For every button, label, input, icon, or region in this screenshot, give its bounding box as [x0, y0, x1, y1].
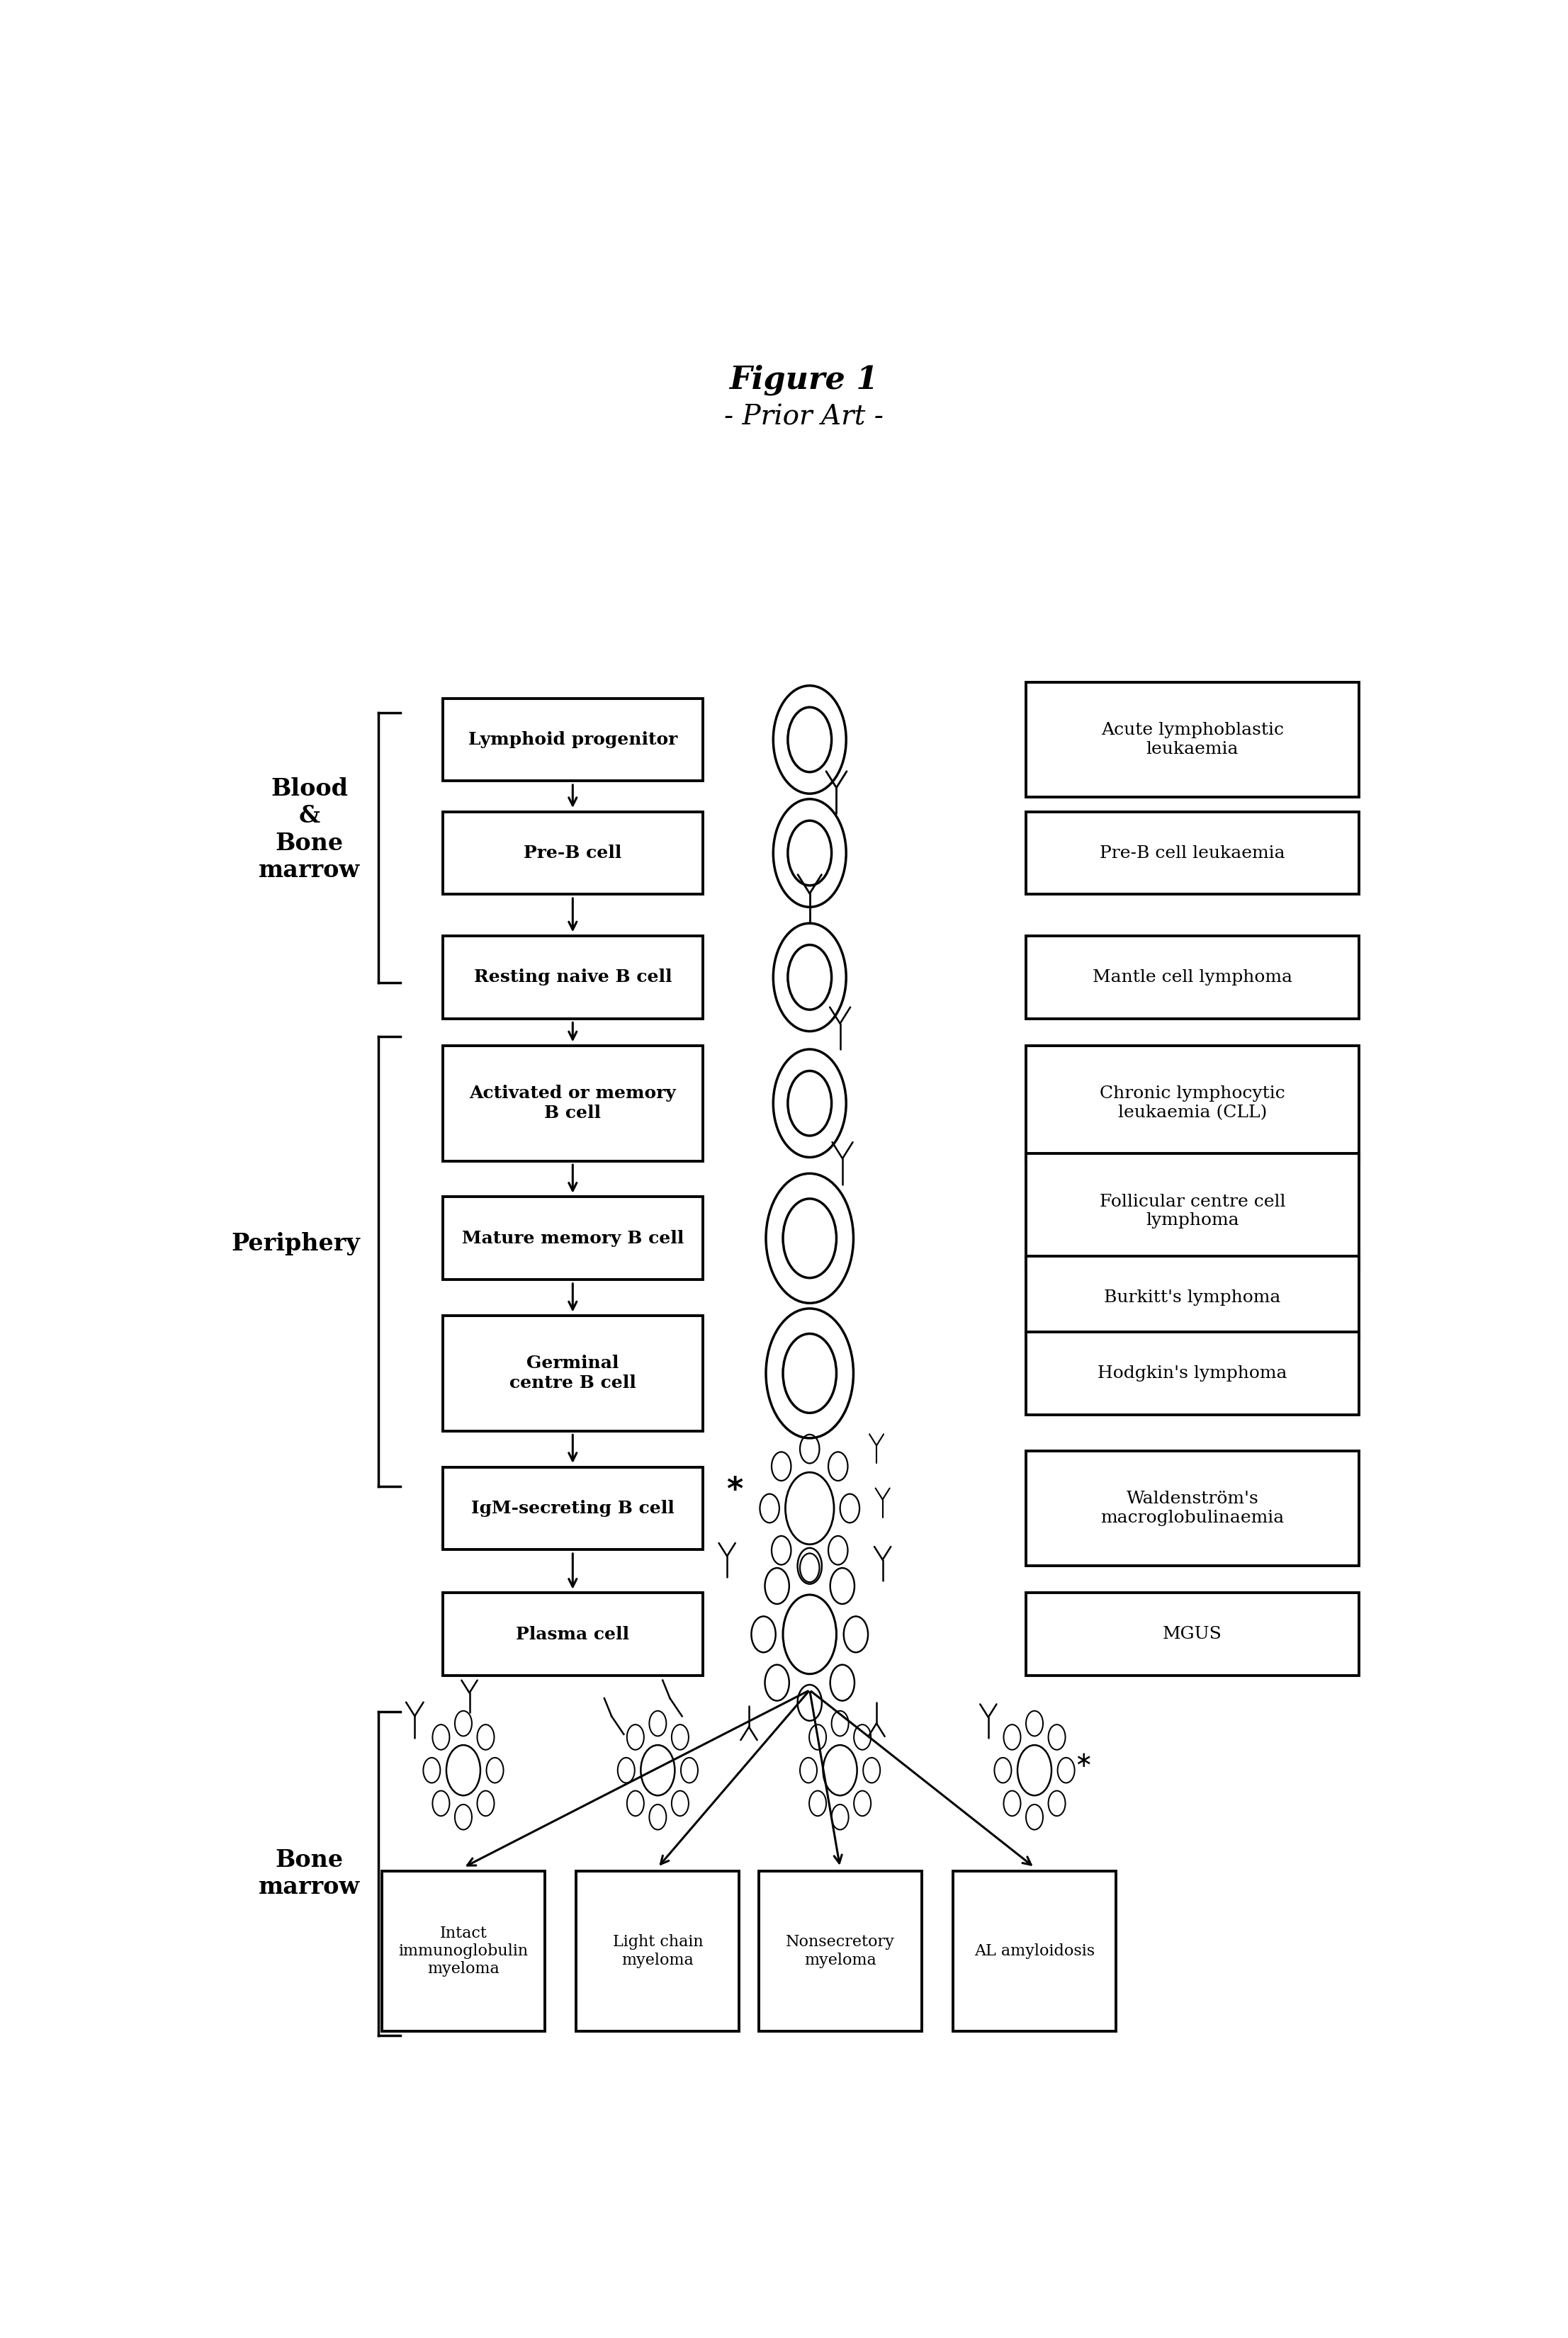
Text: Activated or memory
B cell: Activated or memory B cell: [469, 1085, 676, 1122]
FancyBboxPatch shape: [383, 1870, 544, 2032]
Text: Germinal
centre B cell: Germinal centre B cell: [510, 1356, 637, 1391]
Text: Lymphoid progenitor: Lymphoid progenitor: [469, 732, 677, 748]
Text: Mature memory B cell: Mature memory B cell: [461, 1230, 684, 1246]
Text: Periphery: Periphery: [230, 1232, 361, 1256]
Text: IgM-secreting B cell: IgM-secreting B cell: [470, 1501, 674, 1517]
FancyBboxPatch shape: [442, 1466, 702, 1550]
FancyBboxPatch shape: [1025, 1333, 1359, 1414]
FancyBboxPatch shape: [953, 1870, 1116, 2032]
FancyBboxPatch shape: [442, 935, 702, 1019]
FancyBboxPatch shape: [1025, 811, 1359, 895]
FancyBboxPatch shape: [442, 699, 702, 781]
FancyBboxPatch shape: [442, 811, 702, 895]
FancyBboxPatch shape: [1025, 935, 1359, 1019]
FancyBboxPatch shape: [577, 1870, 739, 2032]
Text: Figure 1: Figure 1: [729, 365, 878, 395]
Text: Waldenström's
macroglobulinaemia: Waldenström's macroglobulinaemia: [1101, 1492, 1284, 1527]
FancyBboxPatch shape: [1025, 1256, 1359, 1340]
FancyBboxPatch shape: [1025, 1153, 1359, 1270]
Text: Bone
marrow: Bone marrow: [259, 1849, 361, 1898]
Text: Chronic lymphocytic
leukaemia (CLL): Chronic lymphocytic leukaemia (CLL): [1099, 1085, 1286, 1120]
Text: Blood
&
Bone
marrow: Blood & Bone marrow: [259, 776, 361, 881]
Text: MGUS: MGUS: [1163, 1627, 1221, 1644]
Text: AL amyloidosis: AL amyloidosis: [974, 1943, 1094, 1959]
Text: Nonsecretory
myeloma: Nonsecretory myeloma: [786, 1934, 895, 1969]
FancyBboxPatch shape: [1025, 1450, 1359, 1566]
FancyBboxPatch shape: [442, 1592, 702, 1676]
Text: Resting naive B cell: Resting naive B cell: [474, 968, 671, 987]
Text: Pre-B cell leukaemia: Pre-B cell leukaemia: [1099, 844, 1286, 860]
Text: ∗: ∗: [1074, 1751, 1093, 1772]
Text: Intact
immunoglobulin
myeloma: Intact immunoglobulin myeloma: [398, 1927, 528, 1978]
FancyBboxPatch shape: [759, 1870, 922, 2032]
FancyBboxPatch shape: [1025, 1592, 1359, 1676]
FancyBboxPatch shape: [1025, 1045, 1359, 1162]
FancyBboxPatch shape: [1025, 683, 1359, 797]
Text: - Prior Art -: - Prior Art -: [724, 404, 883, 430]
FancyBboxPatch shape: [442, 1197, 702, 1279]
Text: Hodgkin's lymphoma: Hodgkin's lymphoma: [1098, 1365, 1287, 1382]
Text: Light chain
myeloma: Light chain myeloma: [613, 1934, 702, 1969]
Text: *: *: [726, 1475, 743, 1506]
FancyBboxPatch shape: [442, 1045, 702, 1162]
Text: Mantle cell lymphoma: Mantle cell lymphoma: [1093, 970, 1292, 984]
Text: Acute lymphoblastic
leukaemia: Acute lymphoblastic leukaemia: [1101, 722, 1284, 758]
Text: Burkitt's lymphoma: Burkitt's lymphoma: [1104, 1291, 1281, 1307]
Text: Follicular centre cell
lymphoma: Follicular centre cell lymphoma: [1099, 1195, 1286, 1230]
Text: Plasma cell: Plasma cell: [516, 1625, 629, 1644]
Text: Pre-B cell: Pre-B cell: [524, 844, 621, 860]
FancyBboxPatch shape: [442, 1316, 702, 1431]
